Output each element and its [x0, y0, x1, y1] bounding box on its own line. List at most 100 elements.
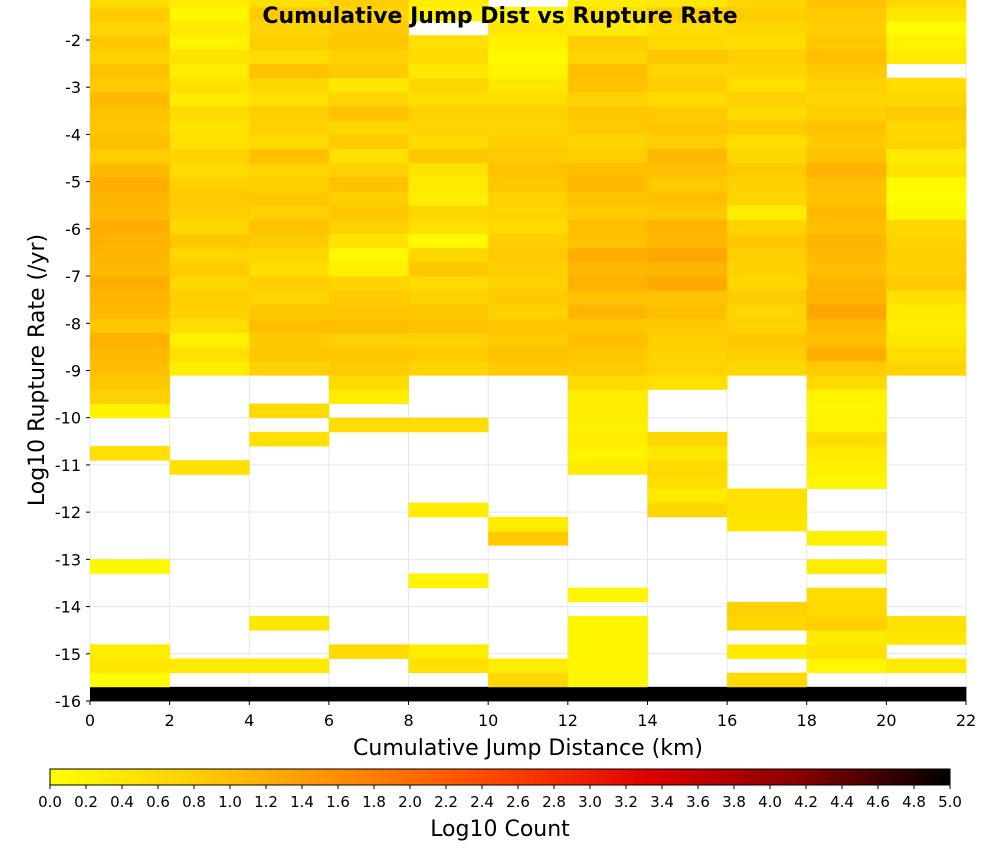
y-tick-label: -2: [65, 31, 81, 50]
heatmap-cell: [886, 162, 967, 178]
heatmap-cell: [249, 49, 330, 64]
heatmap-cell: [567, 587, 648, 603]
heatmap-cell: [806, 361, 887, 376]
heatmap-cell: [488, 176, 569, 192]
colorbar-tick-label: 4.4: [830, 793, 854, 811]
heatmap-cell: [647, 35, 728, 50]
heatmap-cell: [328, 0, 409, 8]
heatmap-cell: [408, 318, 489, 334]
heatmap-cell: [328, 219, 409, 234]
heatmap-cell: [249, 431, 330, 447]
heatmap-cell: [727, 191, 808, 206]
heatmap-cell: [886, 77, 967, 93]
heatmap-cell: [727, 644, 808, 659]
heatmap-cell: [249, 205, 330, 220]
heatmap-cell: [806, 247, 887, 263]
heatmap-cell: [806, 205, 887, 220]
x-tick-label: 12: [558, 711, 578, 730]
colorbar-tick-label: 3.4: [650, 793, 674, 811]
colorbar-tick-label: 0.4: [110, 793, 134, 811]
heatmap-cell: [408, 346, 489, 362]
heatmap-cell: [328, 91, 409, 107]
heatmap-cell: [727, 672, 808, 688]
heatmap-cell: [567, 120, 648, 135]
heatmap-cell: [806, 375, 887, 390]
heatmap-cell: [806, 630, 887, 645]
heatmap-cell: [90, 205, 171, 220]
heatmap-cell: [488, 120, 569, 135]
y-tick-label: -6: [65, 220, 81, 239]
y-tick-label: -11: [55, 456, 81, 475]
heatmap-cell: [806, 601, 887, 617]
heatmap-cell: [886, 21, 967, 36]
heatmap-cell: [647, 63, 728, 79]
heatmap-cell: [488, 35, 569, 50]
heatmap-cell: [169, 247, 250, 263]
heatmap-cell: [727, 21, 808, 36]
heatmap-cell: [727, 134, 808, 149]
y-tick-labels: -2 -3 -4 -5 -6 -7 -8 -9 -10 -11 -12 -13 -14 -15 -16: [55, 31, 90, 711]
heatmap-cell: [806, 658, 887, 674]
colorbar-tick-label: 2.4: [470, 793, 494, 811]
x-tick-label: 4: [244, 711, 254, 730]
heatmap-cell: [328, 191, 409, 206]
heatmap-cell: [249, 658, 330, 674]
heatmap-cell: [647, 488, 728, 504]
heatmap-cell: [567, 233, 648, 249]
heatmap-cell: [90, 21, 171, 36]
heatmap-cell: [488, 686, 569, 702]
heatmap-cell: [90, 162, 171, 178]
heatmap-cell: [886, 106, 967, 121]
heatmap-cell: [727, 247, 808, 263]
heatmap-cell: [90, 332, 171, 348]
heatmap-cell: [647, 686, 728, 702]
heatmap-cell: [647, 219, 728, 234]
heatmap-cell: [727, 686, 808, 702]
heatmap-cell: [727, 290, 808, 305]
heatmap-cell: [249, 233, 330, 249]
y-tick-label: -4: [65, 125, 81, 144]
heatmap-cell: [727, 332, 808, 348]
heatmap-cell: [727, 304, 808, 319]
x-tick-label: 8: [403, 711, 413, 730]
heatmap-cell: [488, 21, 569, 36]
heatmap-cell: [169, 176, 250, 192]
heatmap-cell: [488, 91, 569, 107]
y-tick-label: -5: [65, 173, 81, 192]
heatmap-cell: [727, 616, 808, 631]
heatmap-cell: [567, 176, 648, 192]
heatmap-cell: [488, 346, 569, 362]
heatmap-cell: [886, 205, 967, 220]
heatmap-cell: [488, 191, 569, 206]
heatmap-cell: [90, 35, 171, 50]
heatmap-cell: [567, 346, 648, 362]
heatmap-cell: [408, 77, 489, 93]
heatmap-cell: [488, 148, 569, 164]
heatmap-cell: [408, 573, 489, 589]
heatmap-cell: [90, 686, 171, 702]
x-tick-label: 18: [797, 711, 817, 730]
heatmap-cell: [408, 205, 489, 220]
heatmap-cell: [567, 630, 648, 645]
heatmap-cell: [169, 148, 250, 164]
heatmap-cell: [408, 219, 489, 234]
heatmap-cell: [328, 276, 409, 291]
heatmap-cell: [249, 176, 330, 192]
heatmap-cell: [647, 276, 728, 291]
heatmap-cell: [567, 403, 648, 419]
heatmap-cell: [488, 134, 569, 149]
heatmap-cell: [886, 0, 967, 8]
heatmap-cell: [886, 361, 967, 376]
heatmap-cell: [408, 134, 489, 149]
heatmap-cell: [567, 205, 648, 220]
heatmap-cell: [328, 77, 409, 93]
heatmap-cell: [488, 276, 569, 291]
heatmap-cell: [328, 6, 409, 22]
heatmap-cell: [567, 672, 648, 688]
heatmap-cell: [806, 6, 887, 22]
y-tick-label: -9: [65, 362, 81, 381]
heatmap-cell: [488, 63, 569, 79]
heatmap-cell: [488, 205, 569, 220]
heatmap-cell: [647, 346, 728, 362]
